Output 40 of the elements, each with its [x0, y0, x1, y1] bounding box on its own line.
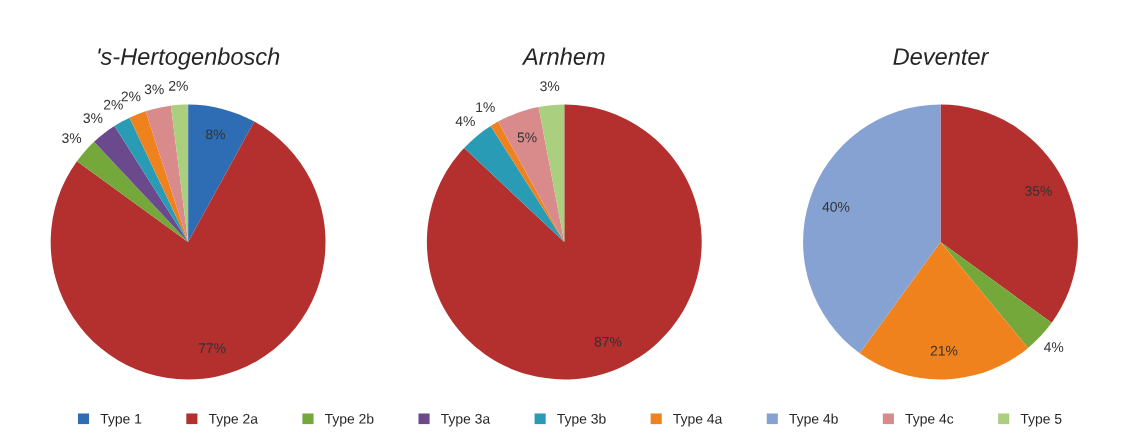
data-label: 2% [121, 91, 141, 102]
legend-label: Type 3b [557, 413, 606, 427]
legend-label: Type 3a [441, 413, 491, 427]
legend-label: Type 4b [789, 413, 838, 427]
data-label: 3% [540, 81, 560, 92]
pie-slice [129, 111, 189, 243]
data-label: 77% [198, 343, 226, 353]
data-label: 87% [594, 336, 622, 347]
pie-slice [498, 107, 565, 243]
pie-slice [940, 104, 1078, 323]
chart-title: Arnhem [521, 47, 605, 65]
legend-label: Type 2b [324, 413, 374, 427]
legend-label: Type 5 [1020, 414, 1062, 427]
data-label: 2% [103, 99, 123, 110]
pie-slice [76, 141, 189, 243]
data-label: 1% [476, 102, 495, 113]
chart-title: Deventer [893, 48, 990, 65]
pie-slice [188, 104, 255, 243]
data-label: 21% [930, 345, 958, 356]
data-label: 3% [62, 133, 82, 144]
data-label: 3% [83, 113, 103, 124]
data-label: 5% [517, 132, 537, 143]
legend-label: Type 4a [673, 414, 723, 427]
chart-title: 's-Hertogenbosch [98, 47, 280, 70]
data-label: 4% [455, 116, 475, 127]
data-label: 8% [206, 129, 225, 140]
pie-slice [50, 121, 326, 380]
data-label: 4% [1043, 342, 1064, 352]
legend-label: Type 4c [905, 414, 954, 427]
data-label: 40% [822, 201, 850, 212]
pie-slice [426, 104, 702, 380]
pie-slice [859, 242, 1029, 380]
pie-slice [114, 117, 189, 243]
data-label: 35% [1025, 186, 1052, 196]
data-label: 3% [144, 84, 164, 95]
legend-label: Type 1 [100, 414, 142, 427]
legend-label: Type 2a [208, 413, 258, 427]
data-label: 2% [169, 80, 188, 91]
pie-slice [464, 125, 565, 243]
pie-slice [145, 105, 189, 243]
